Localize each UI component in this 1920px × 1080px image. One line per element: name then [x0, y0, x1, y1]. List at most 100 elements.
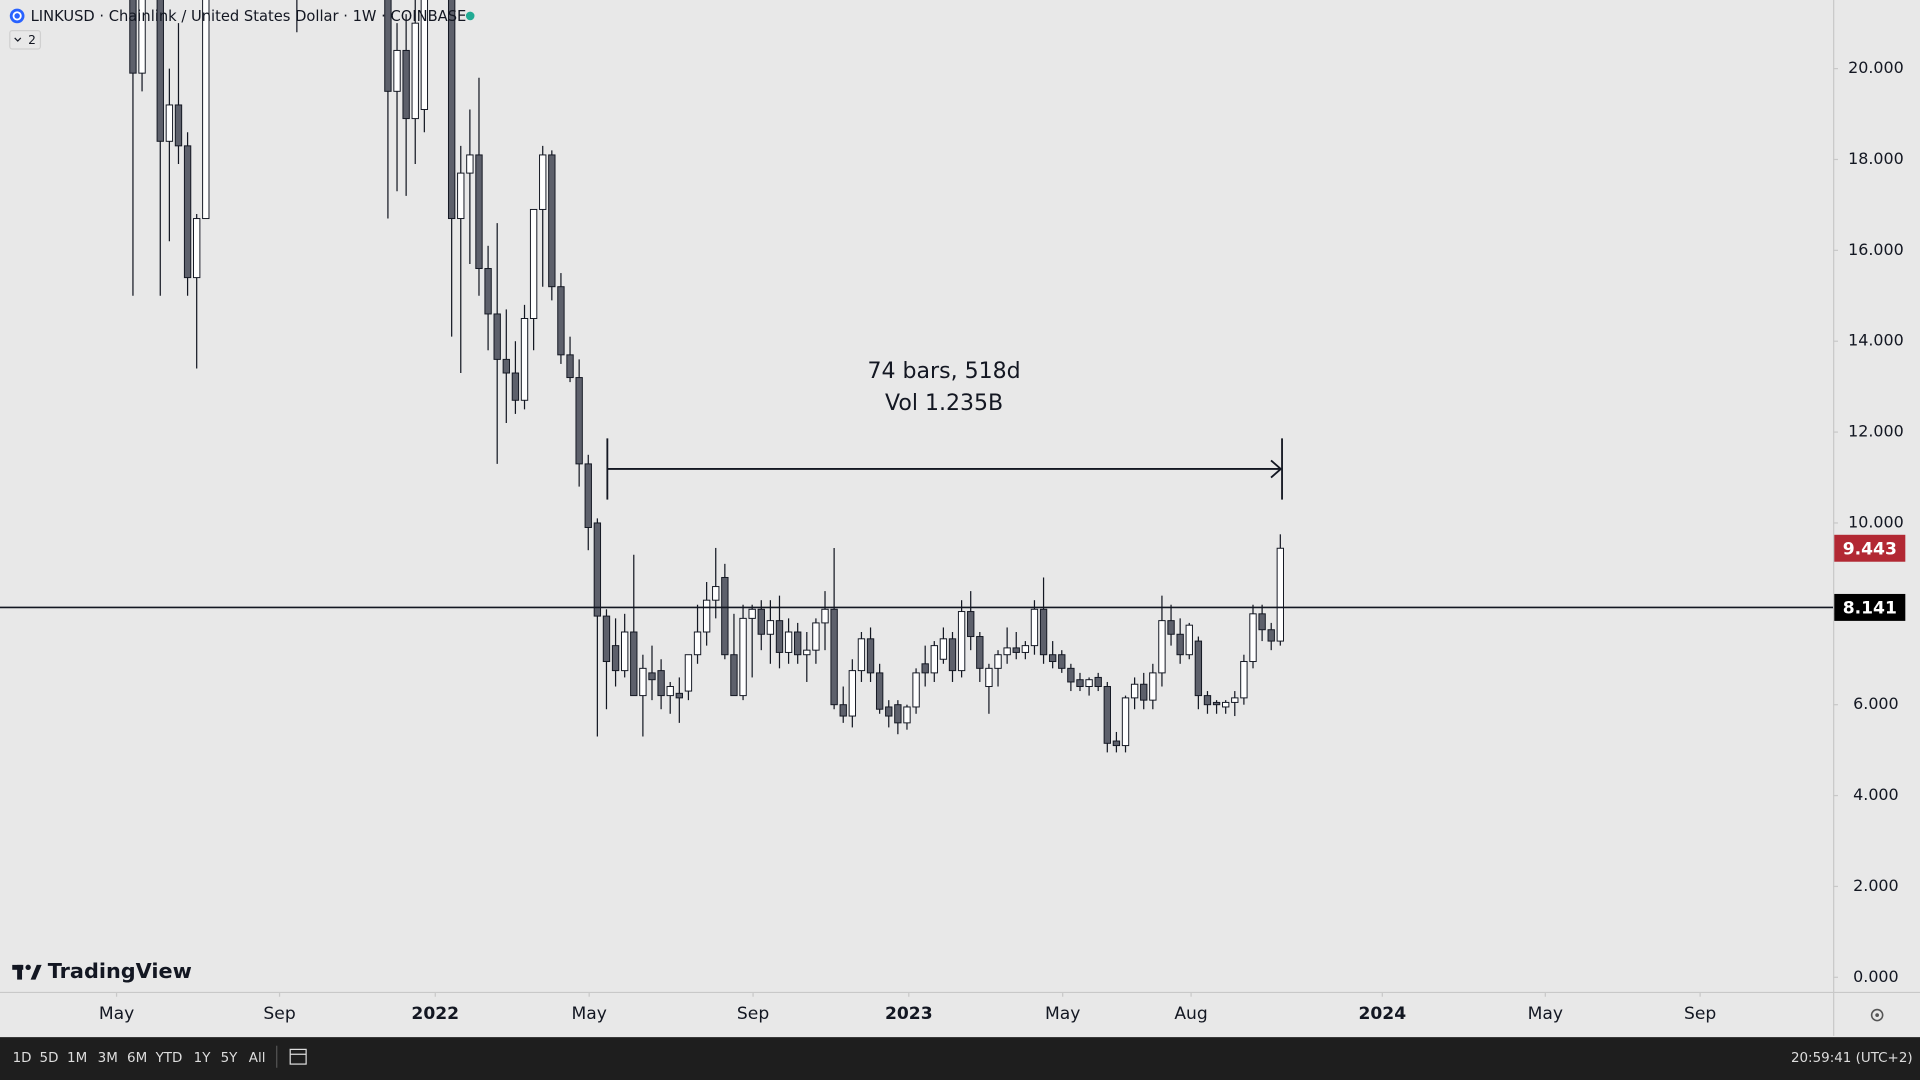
candle-body [466, 154, 474, 174]
candle-body [557, 286, 565, 356]
candle-body [539, 154, 547, 210]
brand: TradingView [12, 959, 192, 983]
candle-body [721, 576, 729, 656]
y-tick-label: 12.000 [1848, 422, 1904, 441]
candle-body [866, 638, 875, 674]
candle-body [930, 645, 938, 674]
candle-body [1149, 672, 1157, 701]
range-button[interactable]: 5D [40, 1051, 59, 1066]
candle-body [794, 631, 802, 656]
candle-body [511, 372, 520, 401]
clock: 20:59:41 (UTC+2) [1791, 1051, 1913, 1066]
candle-body [784, 631, 793, 653]
candle-body [548, 154, 556, 288]
y-tick-label: 0.000 [1853, 967, 1899, 986]
candle-body [957, 611, 966, 672]
candle-body [584, 463, 592, 528]
candle-body [1048, 654, 1057, 663]
candle-body [1240, 661, 1248, 699]
candle-body [976, 636, 984, 669]
candle-body [921, 663, 929, 674]
range-button[interactable]: All [249, 1051, 266, 1066]
arrow-head [1270, 459, 1283, 479]
logo-part [25, 964, 31, 971]
candle-body [1121, 697, 1130, 747]
logo-part [30, 964, 42, 980]
brand-name: TradingView [48, 959, 192, 983]
x-tick-label: 2024 [1358, 1004, 1406, 1024]
x-tick-label: Aug [1174, 1004, 1207, 1024]
plot-area [129, 0, 1284, 753]
candle-body [639, 667, 647, 697]
candle-body [803, 649, 811, 656]
candle-body [821, 608, 829, 624]
range-button[interactable]: YTD [155, 1051, 183, 1066]
symbol-title: LINKUSD · Chainlink / United States Doll… [31, 8, 467, 25]
candle-body [848, 670, 857, 717]
bottom-toolbar [0, 1037, 1920, 1080]
candle-body [839, 704, 847, 717]
candle-body [1085, 679, 1093, 688]
candle-body [830, 608, 838, 706]
candle-body [193, 218, 201, 279]
candle-body [748, 608, 756, 619]
candle-body [948, 638, 957, 672]
x-tick-label: Sep [1684, 1004, 1716, 1024]
hline-label-bg [1834, 593, 1906, 621]
candle-body [693, 631, 702, 656]
candle-body [621, 631, 629, 672]
candle-body [566, 354, 574, 379]
measure-volume: Vol 1.235B [885, 391, 1003, 416]
candle-body [648, 672, 656, 681]
candle-body [994, 654, 1002, 669]
candle-body [967, 611, 975, 638]
range-button[interactable]: 1M [67, 1051, 87, 1066]
candle-body [484, 268, 492, 315]
x-tick-label: May [571, 1004, 606, 1024]
candle-body [766, 620, 775, 635]
indicators-toggle[interactable] [9, 30, 42, 50]
settings-icon[interactable] [1870, 1008, 1884, 1022]
header: LINKUSD · Chainlink / United States Doll… [9, 8, 475, 50]
x-tick-label: May [99, 1004, 134, 1024]
candle-body [1185, 624, 1193, 656]
candle-body [1076, 679, 1084, 688]
candle-body [493, 313, 501, 360]
candle-body [602, 615, 611, 663]
candle-body [165, 104, 174, 142]
settings-dot [1875, 1013, 1879, 1017]
candle-body [885, 706, 893, 717]
candle-body [1130, 683, 1139, 699]
candle-body [1194, 640, 1203, 697]
y-tick-label: 14.000 [1848, 331, 1904, 350]
market-status[interactable] [465, 11, 475, 21]
range-button[interactable]: 6M [127, 1051, 147, 1066]
candle-body [1203, 695, 1212, 706]
candle-body [1258, 613, 1266, 631]
range-button[interactable]: 3M [98, 1051, 118, 1066]
candle-body [730, 654, 738, 697]
candle-body [684, 654, 693, 692]
last-price-bg [1834, 534, 1906, 562]
range-button[interactable]: 5Y [221, 1051, 239, 1066]
candle-body [174, 104, 183, 147]
x-tick-label: May [1528, 1004, 1563, 1024]
x-tick-label: 2023 [885, 1004, 933, 1024]
candle-body [857, 638, 866, 672]
candle-body [675, 692, 683, 699]
candle-body [1021, 645, 1030, 653]
candle-body [202, 0, 210, 220]
candle-body [1003, 647, 1011, 656]
candle-body [611, 645, 620, 672]
candle-body [939, 638, 948, 660]
goto-date[interactable] [289, 1048, 307, 1065]
range-button[interactable]: 1D [13, 1051, 32, 1066]
candle-body [457, 172, 465, 220]
candle-body [702, 599, 711, 633]
candle-body [912, 672, 920, 708]
candle-body [575, 377, 583, 465]
range-button[interactable]: 1Y [194, 1051, 212, 1066]
last-price-label: 9.443 [1843, 539, 1897, 559]
